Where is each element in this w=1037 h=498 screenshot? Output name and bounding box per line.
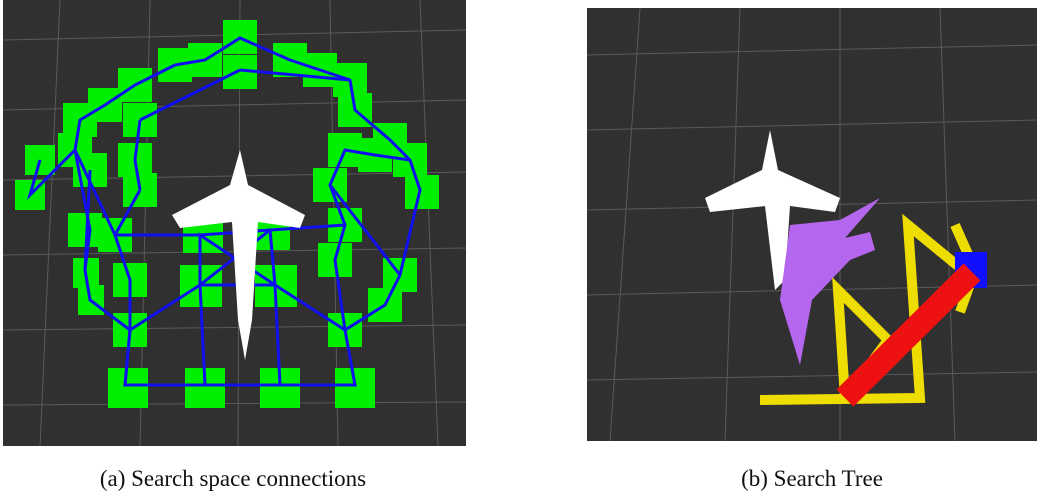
caption: (b) Search Tree <box>741 466 883 492</box>
figure: (a) Search space connections (b) Search … <box>0 0 1037 498</box>
caption: (a) Search space connections <box>100 466 366 492</box>
panel-a <box>3 0 466 446</box>
panels <box>0 0 1037 460</box>
panel-b <box>587 8 1037 441</box>
